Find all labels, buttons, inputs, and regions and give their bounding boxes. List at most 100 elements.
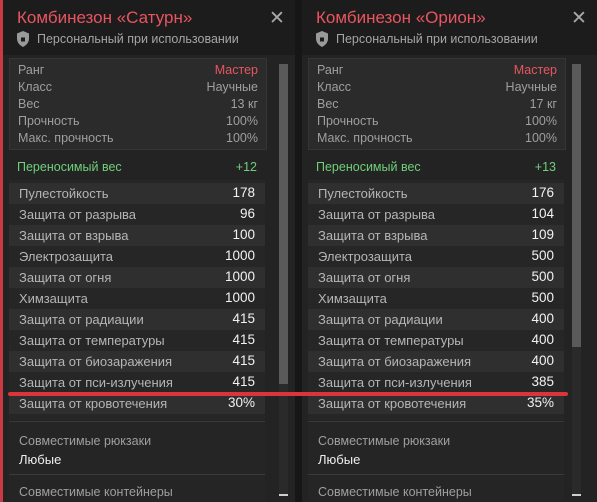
protection-row: Защита от огня 1000 xyxy=(9,267,265,288)
protection-label: Защита от температуры xyxy=(318,333,464,348)
protection-label: Защита от пси-излучения xyxy=(19,375,173,390)
protection-label: Пулестойкость xyxy=(318,186,408,201)
protection-list: Пулестойкость 178 Защита от разрыва 96 З… xyxy=(9,180,265,420)
stat-row-max-durability: Макс. прочность 100% xyxy=(18,131,258,148)
stat-value: Научные xyxy=(206,80,258,94)
panel-body: Ранг Мастер Класс Научные Вес 13 кг Проч… xyxy=(9,58,267,502)
protection-label: Защита от кровотечения xyxy=(318,396,467,411)
protection-row: Защита от биозаражения 415 xyxy=(9,351,265,372)
protection-label: Защита от огня xyxy=(19,270,112,285)
stat-row-rank: Ранг Мастер xyxy=(18,63,258,80)
protection-label: Защита от взрыва xyxy=(19,228,129,243)
protection-label: Защита от огня xyxy=(318,270,411,285)
protection-row: Пулестойкость 178 xyxy=(9,183,265,204)
binding-note: Персональный при использовании xyxy=(37,32,239,46)
stat-label: Вес xyxy=(18,97,40,111)
protection-value: 415 xyxy=(232,374,255,389)
protection-label: Защита от биозаражения xyxy=(19,354,173,369)
stat-value: Мастер xyxy=(214,63,258,77)
protection-row: Защита от разрыва 104 xyxy=(308,204,564,225)
compat-backpacks-value: Любые xyxy=(318,452,361,467)
close-icon[interactable]: ✕ xyxy=(269,8,285,29)
compatibility-box: Совместимые рюкзаки Любые Совместимые ко… xyxy=(308,421,564,502)
highlight-underline xyxy=(8,392,568,396)
scrollbar[interactable] xyxy=(572,64,581,496)
item-panel-right: Комбинезон «Орион» Персональный при испо… xyxy=(302,0,597,502)
divider xyxy=(9,474,265,475)
item-panel-left: Комбинезон «Сатурн» Персональный при исп… xyxy=(0,0,295,502)
carry-weight-value: +12 xyxy=(235,160,257,174)
protection-row: Пулестойкость 176 xyxy=(308,183,564,204)
protection-label: Защита от разрыва xyxy=(318,207,436,222)
stat-label: Прочность xyxy=(18,114,80,128)
protection-row: Защита от кровотечения 30% xyxy=(9,393,265,414)
protection-row: Защита от взрыва 100 xyxy=(9,225,265,246)
protection-row: Защита от огня 500 xyxy=(308,267,564,288)
divider xyxy=(308,474,564,475)
protection-row: Химзащита 500 xyxy=(308,288,564,309)
protection-value: 109 xyxy=(531,227,554,242)
stat-row-durability: Прочность 100% xyxy=(317,114,557,131)
protection-value: 400 xyxy=(531,311,554,326)
protection-row: Защита от температуры 415 xyxy=(9,330,265,351)
protection-label: Пулестойкость xyxy=(19,186,109,201)
carry-weight-row: Переносимый вес +12 xyxy=(17,160,257,178)
compat-containers-label: Совместимые контейнеры xyxy=(19,485,173,499)
stat-row-class: Класс Научные xyxy=(317,80,557,97)
stat-value: 100% xyxy=(525,114,557,128)
protection-label: Защита от взрыва xyxy=(318,228,428,243)
protection-value: 500 xyxy=(531,248,554,263)
stat-row-max-durability: Макс. прочность 100% xyxy=(317,131,557,148)
stat-value: 100% xyxy=(525,131,557,145)
scrollbar-thumb[interactable] xyxy=(572,64,581,347)
panel-body: Ранг Мастер Класс Научные Вес 17 кг Проч… xyxy=(308,58,566,502)
protection-value: 35% xyxy=(526,395,554,410)
protection-row: Защита от пси-излучения 385 xyxy=(308,372,564,393)
protection-value: 400 xyxy=(531,332,554,347)
scroll-end-marker xyxy=(572,494,581,496)
compat-containers-label: Совместимые контейнеры xyxy=(318,485,472,499)
protection-row: Защита от температуры 400 xyxy=(308,330,564,351)
protection-value: 415 xyxy=(232,353,255,368)
protection-row: Защита от пси-излучения 415 xyxy=(9,372,265,393)
shield-icon xyxy=(17,31,29,47)
protection-label: Защита от кровотечения xyxy=(19,396,168,411)
protection-label: Защита от пси-излучения xyxy=(318,375,472,390)
protection-label: Химзащита xyxy=(318,291,387,306)
compatibility-box: Совместимые рюкзаки Любые Совместимые ко… xyxy=(9,421,265,502)
carry-weight-value: +13 xyxy=(534,160,556,174)
stat-row-durability: Прочность 100% xyxy=(18,114,258,131)
stat-row-weight: Вес 17 кг xyxy=(317,97,557,114)
scrollbar-thumb[interactable] xyxy=(279,64,288,384)
stat-value: 17 кг xyxy=(529,97,557,111)
item-title: Комбинезон «Сатурн» xyxy=(17,8,193,27)
stat-value: 13 кг xyxy=(230,97,258,111)
close-icon[interactable]: ✕ xyxy=(571,8,587,29)
stat-row-class: Класс Научные xyxy=(18,80,258,97)
protection-row: Электрозащита 1000 xyxy=(9,246,265,267)
panel-header: Комбинезон «Орион» Персональный при испо… xyxy=(302,0,597,55)
protection-value: 1000 xyxy=(224,269,255,284)
stat-label: Макс. прочность xyxy=(317,131,413,145)
stat-label: Прочность xyxy=(317,114,379,128)
scrollbar[interactable] xyxy=(279,64,288,496)
carry-weight-label: Переносимый вес xyxy=(17,160,122,174)
compat-backpacks-value: Любые xyxy=(19,452,62,467)
binding-note: Персональный при использовании xyxy=(336,32,538,46)
compat-backpacks-label: Совместимые рюкзаки xyxy=(19,434,152,448)
stat-row-rank: Ранг Мастер xyxy=(317,63,557,80)
protection-value: 415 xyxy=(232,311,255,326)
protection-label: Защита от радиации xyxy=(19,312,144,327)
protection-label: Защита от радиации xyxy=(318,312,443,327)
item-title: Комбинезон «Орион» xyxy=(316,8,486,27)
protection-label: Электрозащита xyxy=(318,249,413,264)
protection-row: Защита от взрыва 109 xyxy=(308,225,564,246)
stat-label: Макс. прочность xyxy=(18,131,114,145)
shield-icon xyxy=(316,31,328,47)
protection-row: Химзащита 1000 xyxy=(9,288,265,309)
stat-value: Мастер xyxy=(513,63,557,77)
protection-value: 385 xyxy=(531,374,554,389)
stat-value: 100% xyxy=(226,131,258,145)
protection-value: 104 xyxy=(531,206,554,221)
stat-row-weight: Вес 13 кг xyxy=(18,97,258,114)
